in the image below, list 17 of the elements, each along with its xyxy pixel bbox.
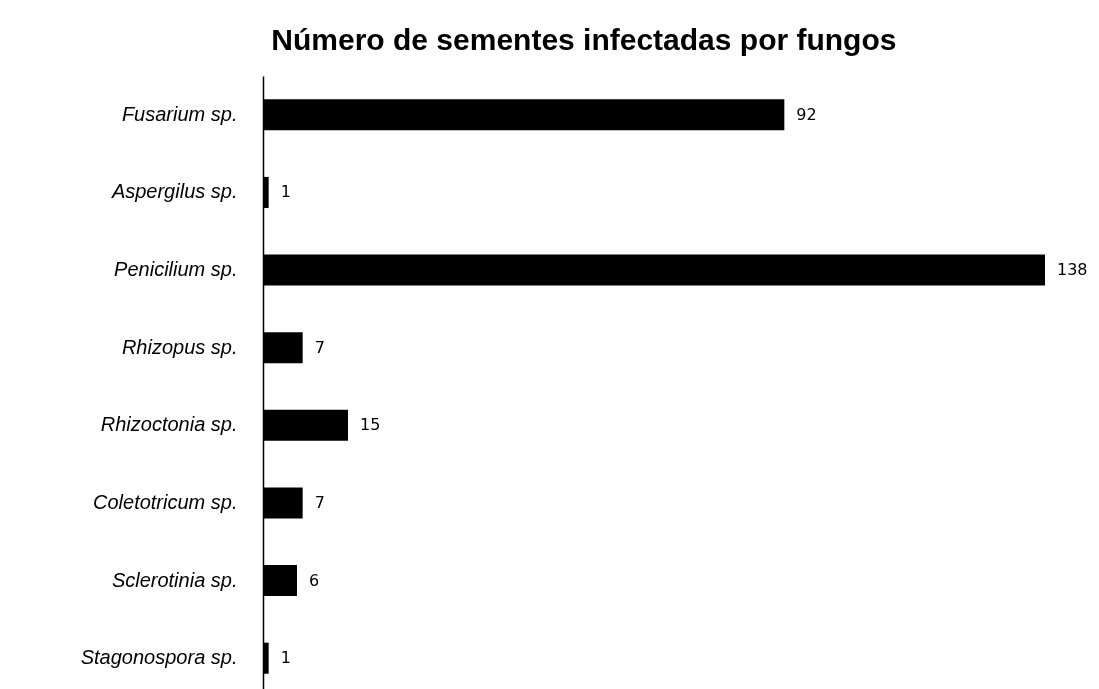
- data-label: 7: [314, 492, 325, 512]
- y-tick-label: Aspergilus sp.: [110, 180, 238, 203]
- y-tick-label: Sclerotinia sp.: [111, 568, 238, 591]
- data-label: 138: [1057, 260, 1088, 280]
- data-label: 7: [314, 337, 325, 357]
- y-tick-label: Rhizoctonia sp.: [100, 413, 238, 436]
- data-label: 1: [280, 648, 291, 668]
- y-tick-label: Fusarium sp.: [121, 102, 238, 125]
- y-tick-label: Stagonospora sp.: [80, 646, 238, 669]
- chart-title: Número de sementes infectadas por fungos: [271, 23, 897, 56]
- y-tick-label: Penicilium sp.: [114, 258, 238, 281]
- data-label: 15: [360, 415, 381, 435]
- y-tick-label: Coletotricum sp.: [93, 490, 238, 513]
- data-label: 92: [796, 104, 817, 124]
- y-tick-label: Rhizopus sp.: [121, 335, 238, 358]
- data-label: 1: [280, 182, 291, 202]
- data-label: 6: [309, 570, 320, 590]
